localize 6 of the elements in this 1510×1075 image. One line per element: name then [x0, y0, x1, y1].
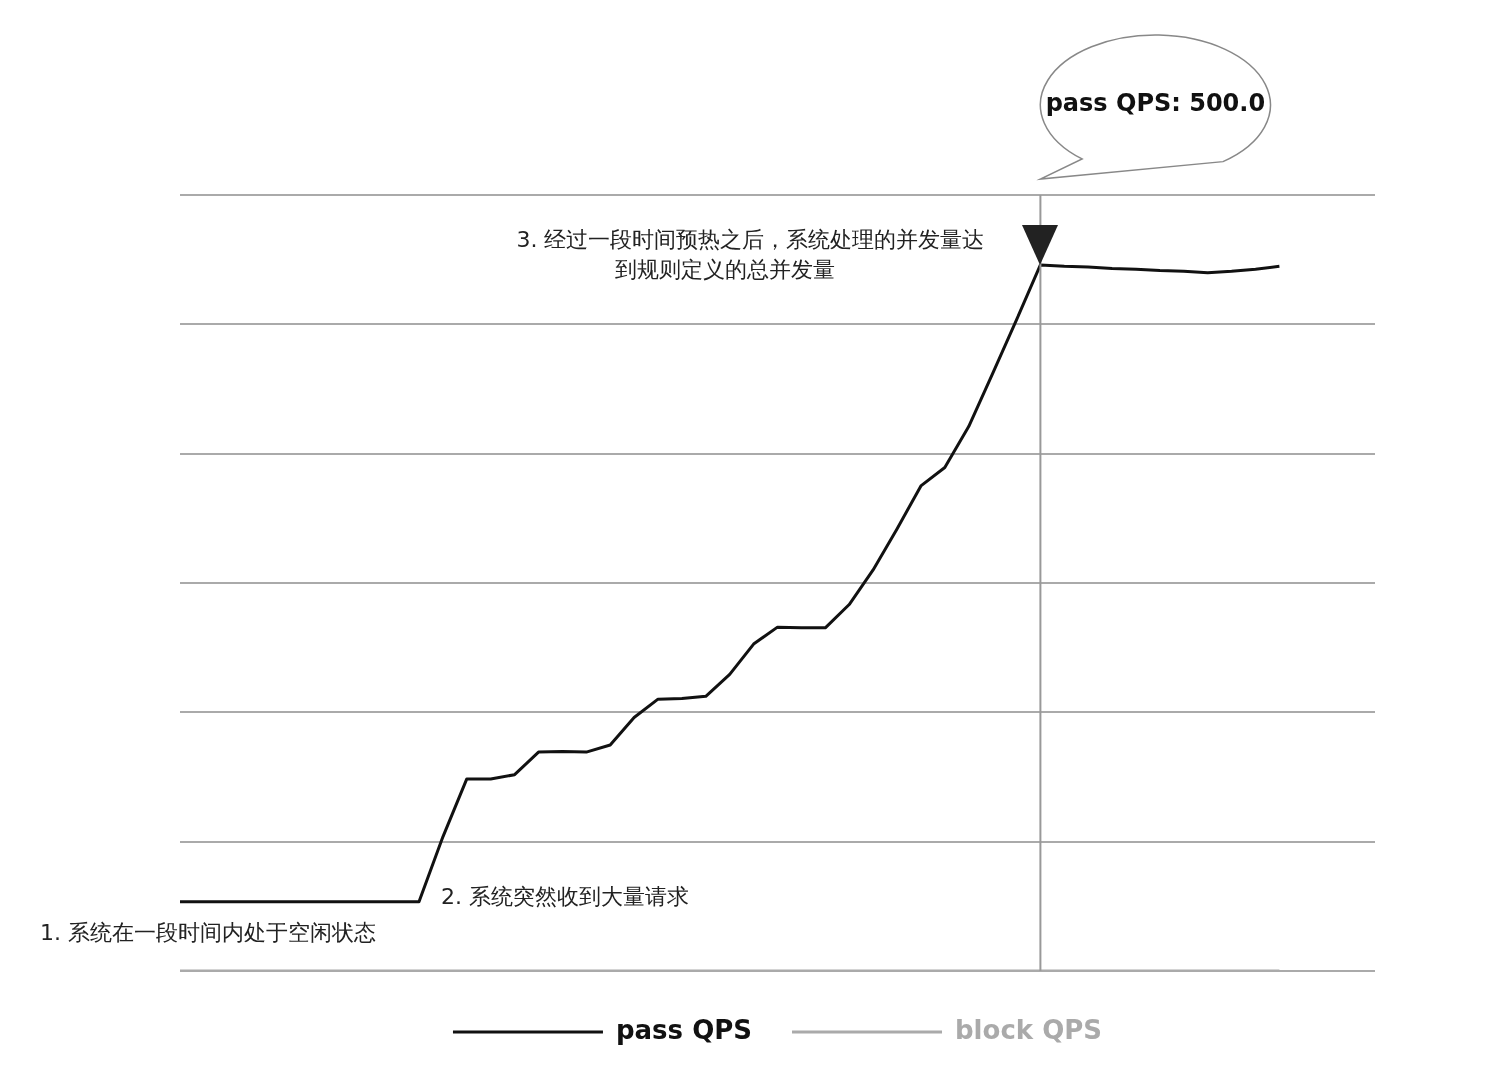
series-label: block QPS — [955, 1014, 1103, 1045]
annotation: 1. 系统在一段时间内处于空闲状态 — [40, 919, 376, 945]
annotation: 3. 经过一段时间预热之后，系统处理的并发量达到规则定义的总并发量 — [516, 226, 985, 282]
text: pass QPS — [615, 1014, 753, 1045]
text: pass QPS: 500.0 — [1045, 89, 1266, 118]
annotation: 2. 系统突然收到大量请求 — [441, 883, 689, 909]
